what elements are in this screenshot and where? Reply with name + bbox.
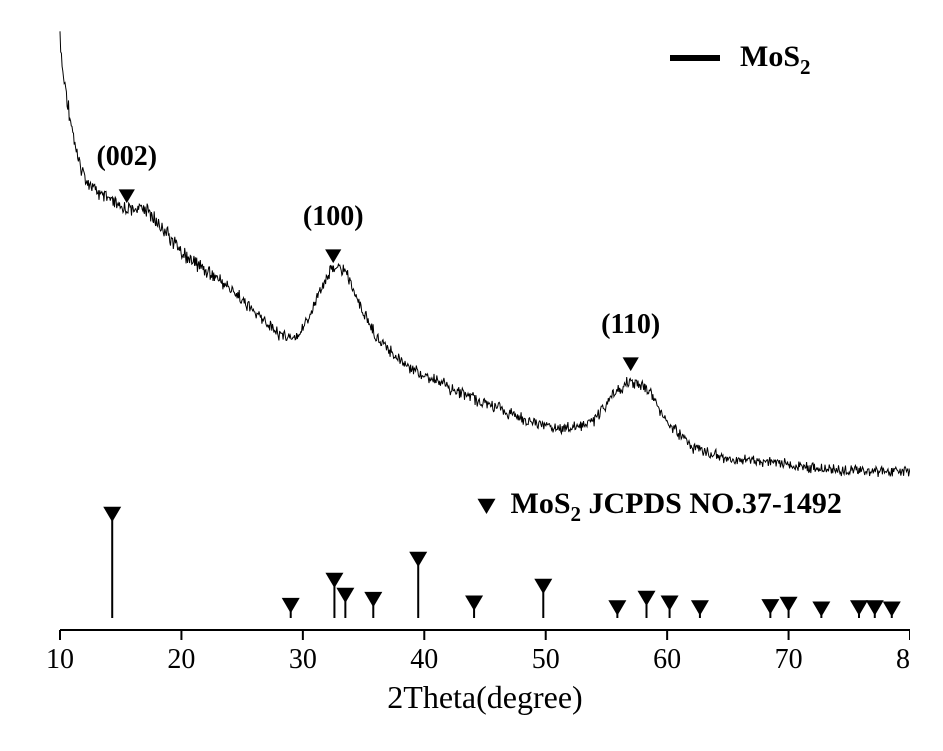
peak-label: (100) xyxy=(303,201,364,232)
x-tick-label: 60 xyxy=(653,644,681,675)
x-tick-label: 70 xyxy=(775,644,803,675)
x-axis-label: 2Theta(degree) xyxy=(387,679,582,715)
x-tick-label: 10 xyxy=(46,644,74,675)
x-tick-label: 30 xyxy=(289,644,317,675)
legend-jcpds: MoS2 JCPDS NO.37-1492 xyxy=(511,487,842,526)
x-tick-label: 50 xyxy=(532,644,560,675)
peak-label: (110) xyxy=(601,309,660,340)
x-tick-label: 20 xyxy=(167,644,195,675)
x-tick-label: 80 xyxy=(896,644,910,675)
legend-mos2: MoS2 xyxy=(740,40,811,79)
xrd-chart: 10203040506070802Theta(degree)(002)(100)… xyxy=(40,20,910,700)
peak-label: (002) xyxy=(96,141,157,172)
x-tick-label: 40 xyxy=(410,644,438,675)
xrd-trace xyxy=(60,31,910,477)
chart-svg: 10 20 30 40 50 60 70 80 2Theta(degree) (002) (100)… xyxy=(40,20,910,720)
